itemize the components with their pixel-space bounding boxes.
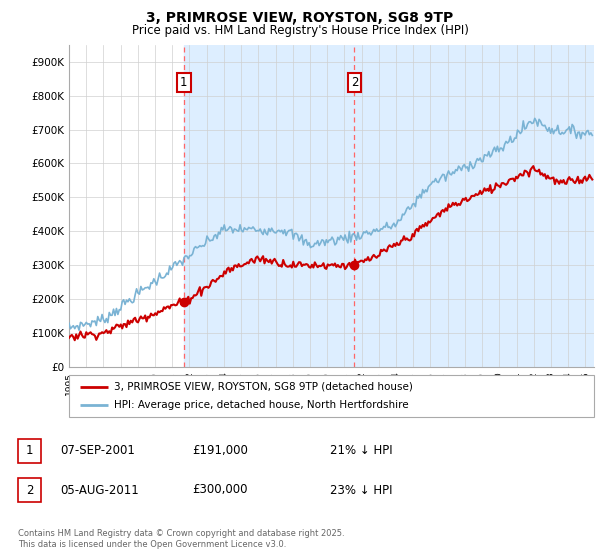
Text: 1: 1 xyxy=(180,76,188,88)
Text: 05-AUG-2011: 05-AUG-2011 xyxy=(60,483,139,497)
Text: HPI: Average price, detached house, North Hertfordshire: HPI: Average price, detached house, Nort… xyxy=(113,400,408,410)
Text: 1: 1 xyxy=(26,444,33,458)
Text: Contains HM Land Registry data © Crown copyright and database right 2025.
This d: Contains HM Land Registry data © Crown c… xyxy=(18,529,344,549)
Text: £191,000: £191,000 xyxy=(192,444,248,458)
Text: 07-SEP-2001: 07-SEP-2001 xyxy=(60,444,135,458)
FancyBboxPatch shape xyxy=(69,375,594,417)
Text: 21% ↓ HPI: 21% ↓ HPI xyxy=(330,444,392,458)
Text: Price paid vs. HM Land Registry's House Price Index (HPI): Price paid vs. HM Land Registry's House … xyxy=(131,24,469,36)
Text: £300,000: £300,000 xyxy=(192,483,248,497)
Text: 2: 2 xyxy=(26,483,33,497)
Text: 3, PRIMROSE VIEW, ROYSTON, SG8 9TP: 3, PRIMROSE VIEW, ROYSTON, SG8 9TP xyxy=(146,11,454,25)
Bar xyxy=(184,45,594,367)
Text: 2: 2 xyxy=(350,76,358,88)
Text: 3, PRIMROSE VIEW, ROYSTON, SG8 9TP (detached house): 3, PRIMROSE VIEW, ROYSTON, SG8 9TP (deta… xyxy=(113,382,413,392)
Text: 23% ↓ HPI: 23% ↓ HPI xyxy=(330,483,392,497)
